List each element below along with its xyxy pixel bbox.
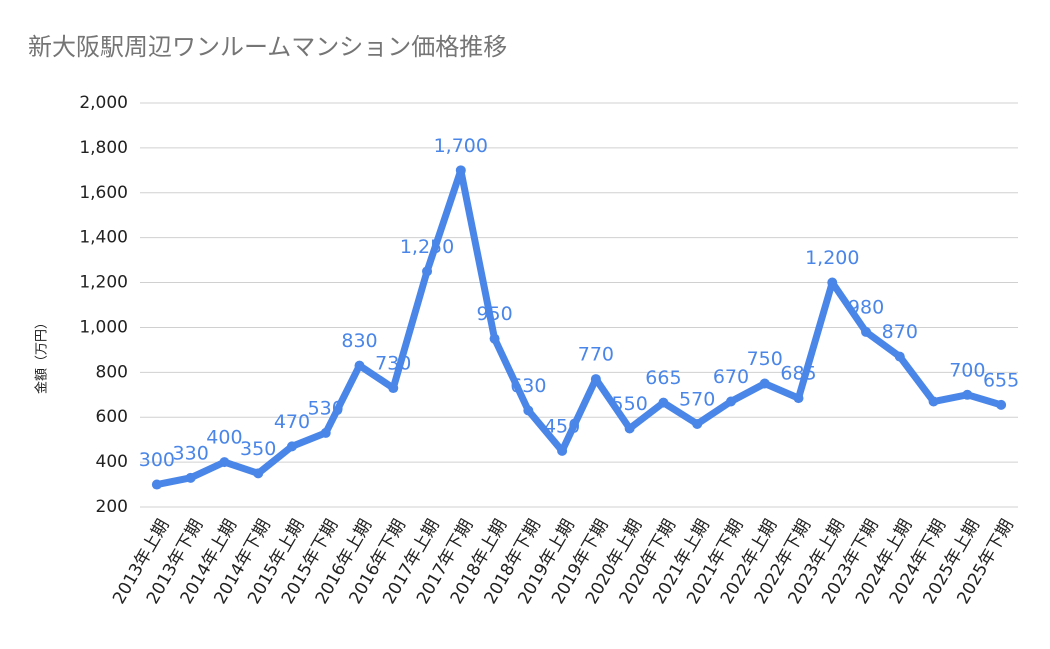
y-tick-label: 1,400 (79, 228, 128, 248)
data-label: 980 (848, 296, 884, 318)
data-label: 770 (578, 344, 614, 366)
data-label: 300 (139, 449, 175, 471)
y-tick-label: 1,200 (79, 273, 128, 293)
data-label: 330 (173, 442, 209, 464)
chart-title: 新大阪駅周辺ワンルームマンション価格推移 (28, 33, 507, 61)
data-label: 1,250 (400, 236, 454, 258)
data-point (354, 360, 365, 371)
data-label: 630 (510, 375, 546, 397)
data-point (894, 351, 905, 362)
data-point (624, 423, 635, 434)
data-point (827, 277, 838, 288)
data-label: 350 (240, 438, 276, 460)
data-label: 655 (983, 369, 1019, 391)
y-tick-label: 2,000 (79, 93, 128, 113)
data-point (388, 383, 399, 394)
data-point (489, 333, 500, 344)
data-label: 570 (679, 388, 715, 410)
data-point (557, 445, 568, 456)
data-point (759, 378, 770, 389)
y-tick-label: 600 (96, 407, 128, 427)
data-line (156, 166, 1003, 488)
data-label: 470 (274, 411, 310, 433)
data-label: 830 (341, 330, 377, 352)
data-point (455, 165, 466, 176)
data-label: 400 (206, 427, 242, 449)
data-label: 685 (780, 363, 816, 385)
data-label: 1,700 (434, 135, 488, 157)
data-label: 730 (375, 353, 411, 375)
data-point (590, 374, 601, 385)
data-point (962, 389, 973, 400)
y-axis-label: 金額（万円） (34, 316, 50, 394)
y-tick-label: 800 (96, 362, 128, 382)
data-label: 670 (713, 366, 749, 388)
data-point (219, 457, 230, 468)
y-tick-label: 1,800 (79, 138, 128, 158)
data-point (692, 418, 703, 429)
data-point (286, 441, 297, 452)
data-label: 1,200 (805, 247, 859, 269)
data-label: 950 (476, 303, 512, 325)
y-tick-label: 400 (96, 452, 128, 472)
data-point (151, 479, 162, 490)
data-label: 870 (882, 321, 918, 343)
data-label: 450 (544, 415, 580, 437)
data-point (253, 468, 264, 479)
data-point (996, 399, 1007, 410)
data-point (725, 396, 736, 407)
data-point (861, 326, 872, 337)
data-label: 750 (747, 348, 783, 370)
data-point (793, 393, 804, 404)
data-label: 530 (308, 397, 344, 419)
data-point (320, 427, 331, 438)
data-point (185, 472, 196, 483)
data-label: 700 (949, 359, 985, 381)
data-point (523, 405, 534, 416)
data-point (928, 396, 939, 407)
data-label: 665 (645, 367, 681, 389)
y-tick-label: 200 (96, 497, 128, 517)
data-label: 550 (612, 393, 648, 415)
data-point (422, 266, 433, 277)
data-point (658, 397, 669, 408)
y-tick-label: 1,000 (79, 317, 128, 337)
y-tick-label: 1,600 (79, 183, 128, 203)
